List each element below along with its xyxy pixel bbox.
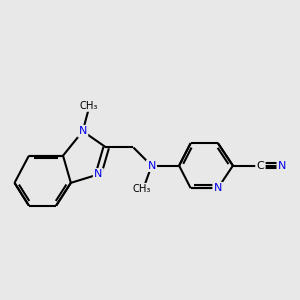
- Text: N: N: [147, 160, 156, 171]
- Text: N: N: [79, 126, 87, 136]
- Text: N: N: [94, 169, 103, 179]
- Text: CH₃: CH₃: [133, 184, 152, 194]
- Text: N: N: [278, 160, 286, 171]
- Text: CH₃: CH₃: [80, 100, 98, 111]
- Text: C: C: [256, 160, 264, 171]
- Text: N: N: [214, 183, 222, 193]
